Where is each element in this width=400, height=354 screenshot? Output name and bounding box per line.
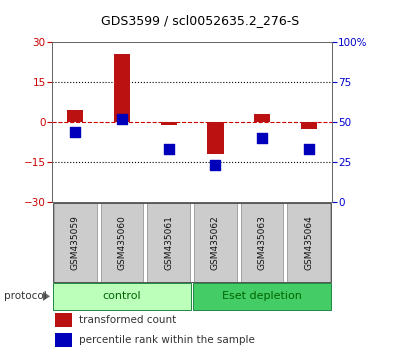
Bar: [53, 283, 191, 310]
Bar: [240, 204, 284, 281]
Text: GDS3599 / scl0052635.2_276-S: GDS3599 / scl0052635.2_276-S: [101, 14, 299, 27]
Point: [212, 162, 218, 168]
Bar: [147, 204, 190, 281]
Text: Eset depletion: Eset depletion: [222, 291, 302, 301]
Bar: [100, 204, 144, 281]
Bar: [160, 122, 177, 125]
Bar: [300, 122, 317, 129]
Text: protocol: protocol: [4, 291, 47, 301]
Point: [72, 129, 78, 135]
Polygon shape: [43, 292, 50, 301]
Bar: [287, 204, 330, 281]
Bar: [207, 122, 224, 154]
Point: [119, 116, 125, 122]
Text: transformed count: transformed count: [79, 315, 176, 325]
Bar: [55, 333, 72, 347]
Text: GSM435061: GSM435061: [164, 215, 173, 270]
Bar: [55, 314, 72, 327]
Point: [166, 147, 172, 152]
Text: GSM435060: GSM435060: [118, 215, 126, 270]
Bar: [194, 204, 237, 281]
Text: GSM435059: GSM435059: [71, 215, 80, 270]
Bar: [254, 114, 270, 122]
Text: GSM435064: GSM435064: [304, 215, 313, 270]
Point: [306, 147, 312, 152]
Bar: [54, 204, 97, 281]
Bar: [114, 55, 130, 122]
Point: [259, 135, 265, 141]
Text: percentile rank within the sample: percentile rank within the sample: [79, 335, 255, 345]
Text: GSM435063: GSM435063: [258, 215, 266, 270]
Bar: [67, 110, 84, 122]
Text: GSM435062: GSM435062: [211, 215, 220, 270]
Text: control: control: [103, 291, 141, 301]
Bar: [193, 283, 331, 310]
